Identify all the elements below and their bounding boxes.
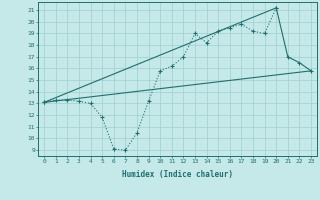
X-axis label: Humidex (Indice chaleur): Humidex (Indice chaleur) [122,170,233,179]
